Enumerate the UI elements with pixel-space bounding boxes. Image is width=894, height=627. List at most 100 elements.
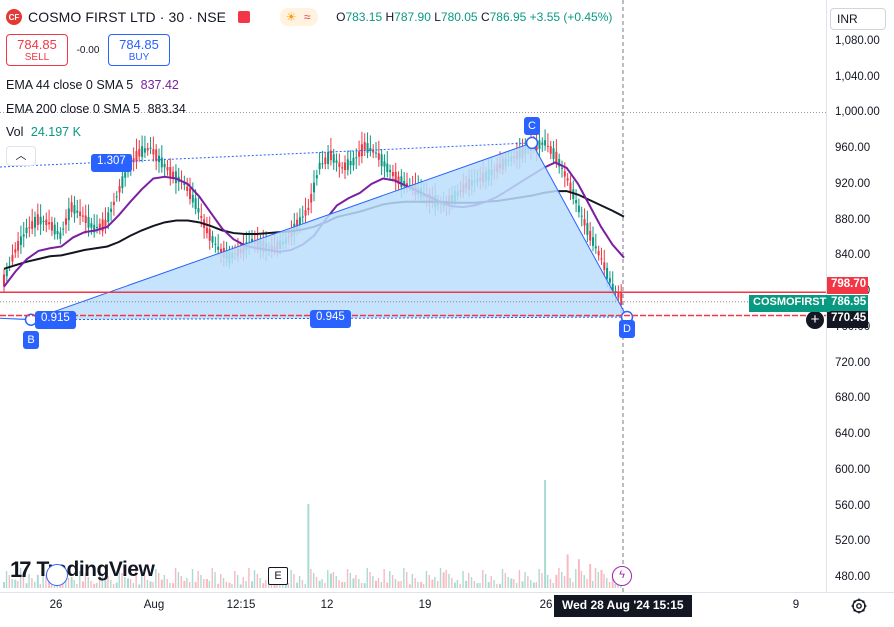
add-alert-plus-icon[interactable]: + [806,311,824,329]
volume-bar [338,580,340,588]
volume-bar [194,582,197,588]
candle-body [580,215,583,217]
candle-body [251,238,253,244]
volume-bar [14,579,17,588]
pattern-point-c[interactable]: C [524,117,540,135]
volume-bar [251,581,253,588]
volume-bar [222,578,225,588]
volume-bar [98,570,101,588]
volume-bar [8,575,11,588]
volume-bar [561,572,563,588]
volume-bar [329,573,332,588]
pattern-point-d[interactable]: D [619,320,635,338]
candle-body [124,172,127,178]
candle-body [217,246,220,250]
volume-bar [445,570,447,588]
collapse-legend-button[interactable]: ︿ [6,146,36,166]
time-axis[interactable]: 26 Aug 12:15 12 19 26 9 Wed 28 Aug '24 1… [0,592,894,627]
volume-bar [527,576,529,588]
volume-bar [166,579,168,588]
candle-body [70,202,73,212]
candle-body [186,186,189,191]
volume-bar [487,582,490,588]
candle-body [152,149,155,155]
dividend-icon[interactable] [46,564,68,586]
volume-bar [603,574,605,588]
volume-bar [228,582,231,588]
tradingview-logo[interactable]: 17 TradingView [10,557,155,583]
volume-bar [360,583,363,588]
currency-selector[interactable]: INR [830,8,886,30]
symbol-title[interactable]: COSMO FIRST LTD · 30 · NSE [28,9,227,25]
volume-bar [245,581,247,588]
volume-bar [73,580,75,588]
buy-button[interactable]: 784.85 BUY [108,34,170,66]
price-tick: 920.00 [835,177,871,190]
candle-body [327,152,330,164]
volume-bar [267,584,270,588]
volume-bar [493,580,495,588]
volume-bar [363,583,366,588]
volume-bar [521,581,524,588]
volume-bar [220,574,222,588]
volume-bar [456,580,459,588]
volume-bar [437,581,439,588]
symbol-flag-icon[interactable] [238,11,251,23]
volume-bar [301,580,304,588]
volume-bar [287,583,290,588]
ema200-value: 883.34 [147,102,186,116]
sell-button[interactable]: 784.85 SELL [6,34,68,66]
ema200-legend[interactable]: EMA 200 close 0 SMA 5 883.34 [6,102,186,116]
volume-bar [453,582,456,588]
volume-bar [459,584,461,588]
candle-body [389,169,392,173]
gear-icon[interactable] [850,597,868,615]
volume-bar [67,578,70,588]
market-status-icons[interactable]: ☀ ≈ [280,8,319,26]
candle-body [36,214,39,226]
volume-bar [96,583,98,588]
candle-body [34,216,36,228]
time-tick: Aug [143,599,165,611]
volume-bar [205,579,208,588]
pattern-xc-dotted [0,142,533,168]
candle-body [358,151,361,157]
price-axis[interactable]: 1,080.00 1,040.00 1,000.00 960.00 920.00 880.… [826,0,894,592]
candle-body [197,208,200,213]
pattern-point-b[interactable]: B [23,331,39,349]
chart-area[interactable]: CF COSMO FIRST LTD · 30 · NSE ☀ ≈ O783.1… [0,0,826,592]
alert-price-tag[interactable]: 798.70 [827,277,868,294]
volume-bar [535,582,538,588]
volume-bar [397,581,400,588]
price-tick: 600.00 [835,463,871,476]
volume-bar [344,582,346,588]
candle-body [174,171,177,184]
volume-bar [600,570,603,588]
volume-bar [112,584,115,588]
volume-bar [146,580,149,588]
earnings-event-icon[interactable]: E [268,567,288,585]
ema44-legend[interactable]: EMA 44 close 0 SMA 5 837.42 [6,78,179,92]
volume-legend[interactable]: Vol 24.197 K [6,125,81,139]
price-tick: 720.00 [835,356,871,369]
volume-bar [355,575,357,588]
price-chart[interactable] [0,0,826,592]
volume-bar [577,559,580,588]
candle-body [372,149,375,153]
last-price-tag[interactable]: 786.95 [827,295,868,312]
ratio-label-bc[interactable]: 1.307 [91,154,132,172]
chevron-up-icon: ︿ [15,150,27,162]
ratio-label-b[interactable]: 0.915 [35,311,76,329]
candle-body [45,219,48,226]
lightning-icon[interactable]: ϟ [612,566,632,586]
candle-body [575,199,578,204]
volume-bar [5,571,8,588]
candle-body [329,150,332,161]
candle-body [19,236,22,245]
candle-body [403,180,406,186]
volume-bar [107,576,109,588]
volume-bar [575,569,577,588]
ratio-label-bd[interactable]: 0.945 [310,310,351,328]
candle-body [603,262,606,270]
candle-body [561,167,563,169]
